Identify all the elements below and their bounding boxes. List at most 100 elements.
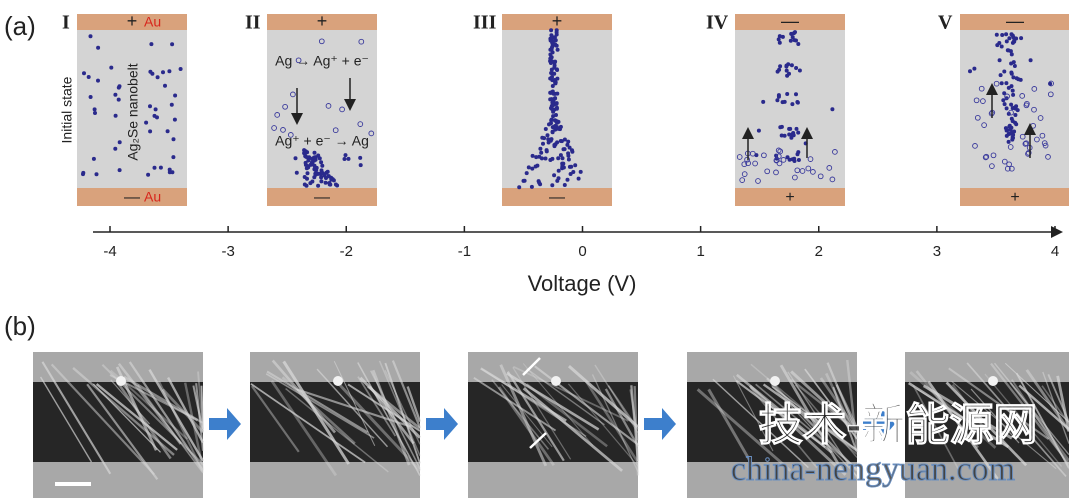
silver-atom	[358, 156, 362, 160]
silver-atom	[785, 92, 789, 96]
silver-atom	[557, 120, 561, 124]
silver-atom	[1007, 132, 1011, 136]
silver-atom	[777, 95, 781, 99]
silver-atom	[555, 44, 559, 48]
electrode-sign: +	[127, 11, 138, 31]
figure: (a) (b) Voltage (V) 技术-新能源网 china-nengyu…	[0, 0, 1069, 498]
silver-atom	[1004, 81, 1008, 85]
silver-atom	[149, 42, 153, 46]
silver-atom	[553, 144, 557, 148]
silver-atom	[553, 96, 557, 100]
silver-atom	[557, 169, 561, 173]
silver-atom	[557, 176, 561, 180]
silver-atom	[170, 42, 174, 46]
silver-atom	[551, 125, 555, 129]
axis-title: Voltage (V)	[528, 271, 637, 296]
tick-label: -3	[221, 243, 234, 260]
silver-atom	[797, 158, 801, 162]
tick-label: 1	[696, 243, 704, 260]
silver-atom	[553, 118, 557, 122]
panel-label: (a)	[4, 11, 36, 41]
silver-atom	[170, 103, 174, 107]
silver-atom	[81, 171, 85, 175]
silver-atom	[527, 165, 531, 169]
silver-atom	[1019, 78, 1023, 82]
silver-atom	[1000, 81, 1004, 85]
panel-label: (b)	[4, 311, 36, 341]
silver-atom	[344, 153, 348, 157]
silver-atom	[118, 168, 122, 172]
silver-atom	[538, 147, 542, 151]
silver-atom	[577, 177, 581, 181]
silver-atom	[96, 46, 100, 50]
silver-atom	[792, 157, 796, 161]
silver-atom	[560, 139, 564, 143]
silver-atom	[1005, 39, 1009, 43]
silver-atom	[556, 127, 560, 131]
silver-atom	[789, 136, 793, 140]
silver-atom	[93, 107, 97, 111]
silver-atom	[968, 69, 972, 73]
sem-particle	[333, 376, 343, 386]
silver-atom	[788, 127, 792, 131]
electrode-sign: +	[552, 11, 563, 31]
silver-atom	[556, 156, 560, 160]
silver-atom	[318, 156, 322, 160]
silver-atom	[295, 171, 299, 175]
silver-atom	[1005, 128, 1009, 132]
silver-atom	[525, 171, 529, 175]
silver-atom	[566, 151, 570, 155]
silver-atom	[545, 148, 549, 152]
sem-particle	[551, 376, 561, 386]
tick-label: 2	[815, 243, 823, 260]
silver-atom	[538, 182, 542, 186]
silver-atom	[778, 34, 782, 38]
silver-atom	[305, 166, 309, 170]
stage-numeral: I	[62, 12, 70, 34]
silver-atom	[830, 107, 834, 111]
silver-atom	[568, 146, 572, 150]
silver-atom	[148, 104, 152, 108]
silver-atom	[563, 183, 567, 187]
silver-atom	[783, 100, 787, 104]
silver-atom	[780, 134, 784, 138]
silver-atom	[1013, 113, 1017, 117]
silver-atom	[305, 177, 309, 181]
silver-atom	[313, 164, 317, 168]
flow-arrow	[426, 408, 458, 440]
electrode-sign: —	[549, 189, 565, 206]
nanobelt	[735, 30, 845, 188]
silver-atom	[148, 70, 152, 74]
electrode-label: Au	[144, 189, 161, 205]
silver-atom	[530, 167, 534, 171]
silver-atom	[523, 179, 527, 183]
silver-atom	[1014, 104, 1018, 108]
silver-atom	[161, 70, 165, 74]
silver-atom	[778, 125, 782, 129]
silver-atom	[548, 53, 552, 57]
scale-bar	[55, 482, 91, 486]
silver-atom	[332, 178, 336, 182]
silver-atom	[551, 84, 555, 88]
silver-atom	[163, 84, 167, 88]
silver-atom	[179, 67, 183, 71]
silver-atom	[544, 127, 548, 131]
silver-atom	[92, 157, 96, 161]
silver-atom	[541, 142, 545, 146]
silver-atom	[1011, 93, 1015, 97]
silver-atom	[795, 127, 799, 131]
silver-atom	[1011, 89, 1015, 93]
silver-atom	[316, 184, 320, 188]
silver-atom	[798, 69, 802, 73]
silver-atom	[530, 185, 534, 189]
sem-particle	[770, 376, 780, 386]
silver-atom	[785, 69, 789, 73]
silver-atom	[778, 64, 782, 68]
silver-atom	[567, 158, 571, 162]
silver-atom	[171, 155, 175, 159]
stage-numeral: V	[938, 12, 953, 34]
silver-atom	[1007, 140, 1011, 144]
silver-atom	[561, 156, 565, 160]
silver-atom	[320, 164, 324, 168]
silver-atom	[550, 36, 554, 40]
